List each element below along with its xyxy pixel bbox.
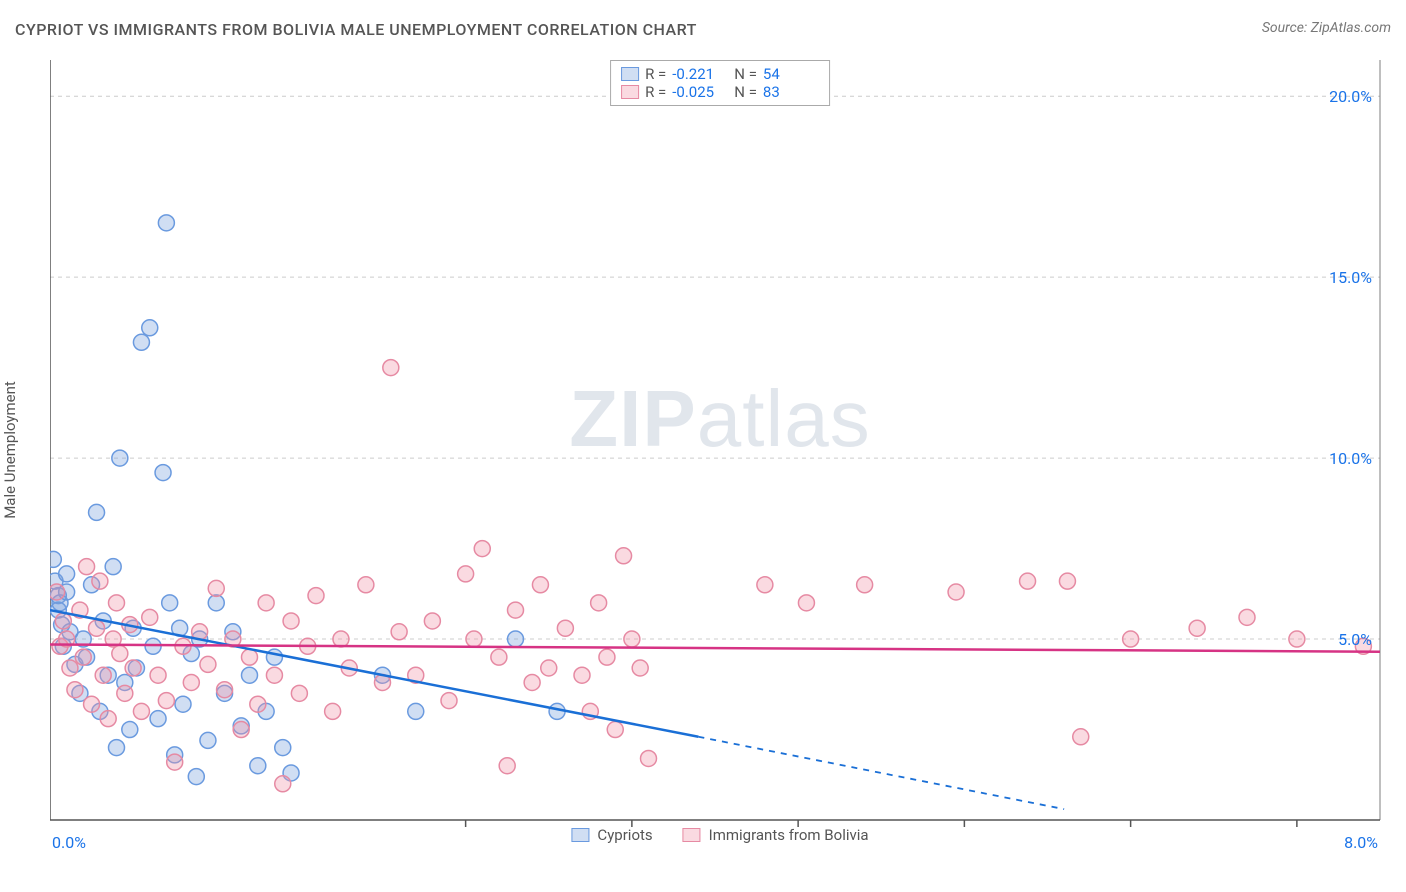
svg-text:0.0%: 0.0% xyxy=(52,833,86,852)
correlation-legend: R = -0.221 N = 54 R = -0.025 N = 83 xyxy=(610,60,830,106)
svg-text:5.0%: 5.0% xyxy=(1338,630,1372,649)
swatch-bolivia xyxy=(683,828,701,842)
svg-text:8.0%: 8.0% xyxy=(1344,833,1378,852)
svg-text:20.0%: 20.0% xyxy=(1329,87,1372,106)
svg-text:15.0%: 15.0% xyxy=(1329,268,1372,287)
series-legend: Cypriots Immigrants from Bolivia xyxy=(571,826,868,844)
legend-row-cypriots: R = -0.221 N = 54 xyxy=(621,65,819,83)
header: CYPRIOT VS IMMIGRANTS FROM BOLIVIA MALE … xyxy=(15,20,1391,39)
svg-text:10.0%: 10.0% xyxy=(1329,449,1372,468)
legend-item-bolivia: Immigrants from Bolivia xyxy=(683,826,869,844)
chart-title: CYPRIOT VS IMMIGRANTS FROM BOLIVIA MALE … xyxy=(15,20,697,39)
swatch-cypriots xyxy=(571,828,589,842)
swatch-cypriots xyxy=(621,67,639,81)
swatch-bolivia xyxy=(621,85,639,99)
chart-area: Male Unemployment ZIPatlas 5.0%10.0%15.0… xyxy=(50,60,1390,840)
scatter-plot: 5.0% 10.0% 15.0% 20.0% 0.0% 8.0% xyxy=(50,60,1390,860)
legend-row-bolivia: R = -0.025 N = 83 xyxy=(621,83,819,101)
source-label: Source: ZipAtlas.com xyxy=(1262,20,1391,36)
legend-item-cypriots: Cypriots xyxy=(571,826,652,844)
y-axis-label: Male Unemployment xyxy=(1,381,19,519)
